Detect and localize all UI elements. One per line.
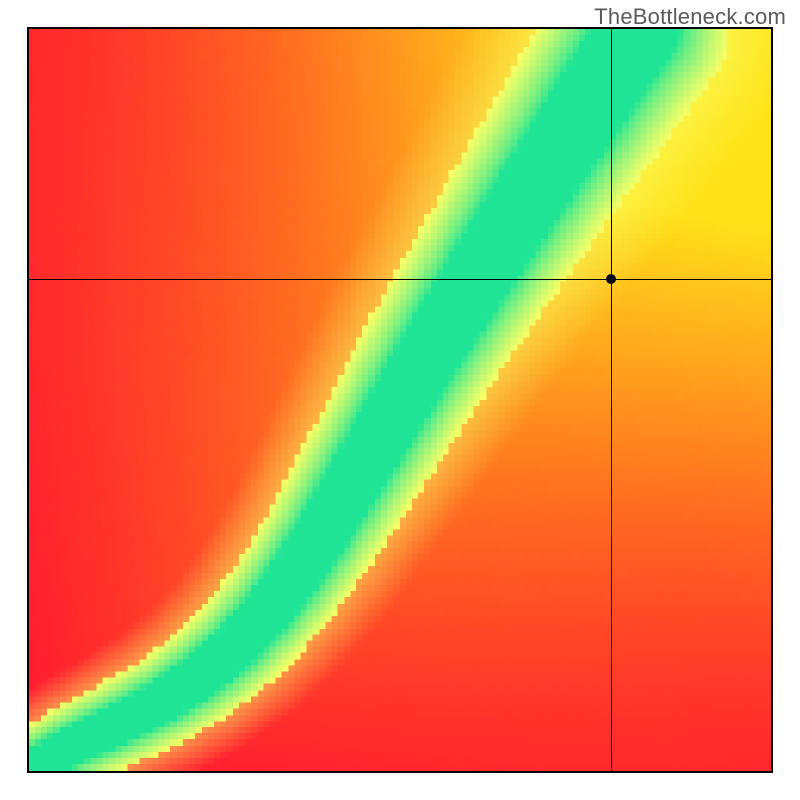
crosshair-horizontal <box>29 279 771 280</box>
crosshair-marker <box>606 274 616 284</box>
heatmap-canvas <box>29 29 771 771</box>
crosshair-vertical <box>611 29 612 771</box>
plot-area <box>27 27 773 773</box>
chart-container: TheBottleneck.com <box>0 0 800 800</box>
